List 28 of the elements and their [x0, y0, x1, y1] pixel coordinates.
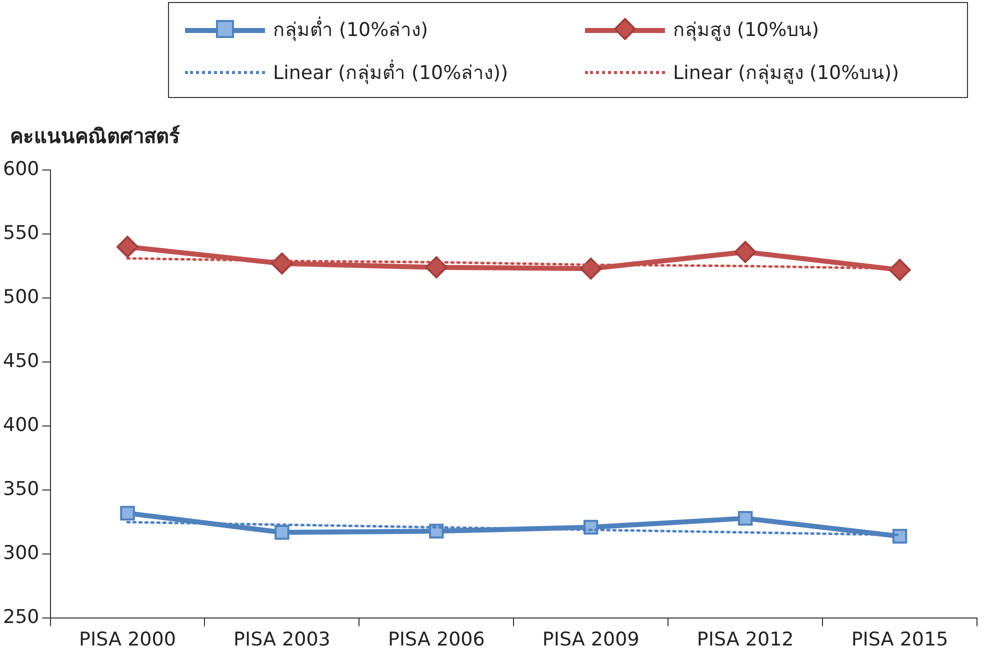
x-tick-label: PISA 2012	[696, 628, 794, 651]
point	[274, 525, 290, 540]
point	[116, 236, 138, 258]
y-tick-label: 450	[3, 350, 40, 372]
y-tick-label: 300	[3, 542, 40, 564]
point	[892, 528, 908, 544]
point	[120, 506, 135, 521]
y-axis-title: คะแนนคณิตศาสตร์	[10, 123, 180, 150]
point	[738, 510, 753, 526]
y-tick-label: 250	[3, 606, 40, 628]
y-tick-label: 400	[3, 414, 40, 436]
legend-label: Linear (กลุ่มสูง (10%บน))	[673, 60, 900, 86]
legend-label: Linear (กลุ่มต่ำ (10%ล่าง))	[273, 58, 508, 86]
x-tick-label: PISA 2003	[234, 628, 330, 651]
point	[734, 240, 756, 263]
y-tick-label: 600	[3, 158, 40, 180]
x-tick-label: PISA 2009	[542, 628, 640, 651]
point	[580, 258, 602, 280]
y-tick-label: 500	[3, 286, 40, 308]
y-tick-label: 550	[3, 222, 40, 244]
x-tick-label: PISA 2006	[388, 628, 485, 651]
x-tick-label: PISA 2000	[79, 628, 176, 651]
legend-label: กลุ่มสูง (10%บน)	[673, 18, 820, 43]
point	[888, 258, 911, 281]
legend-label: กลุ่มต่ำ (10%ล่าง)	[273, 16, 428, 43]
point	[425, 256, 448, 278]
x-tick-label: PISA 2015	[851, 628, 948, 651]
y-tick-label: 350	[3, 478, 40, 500]
